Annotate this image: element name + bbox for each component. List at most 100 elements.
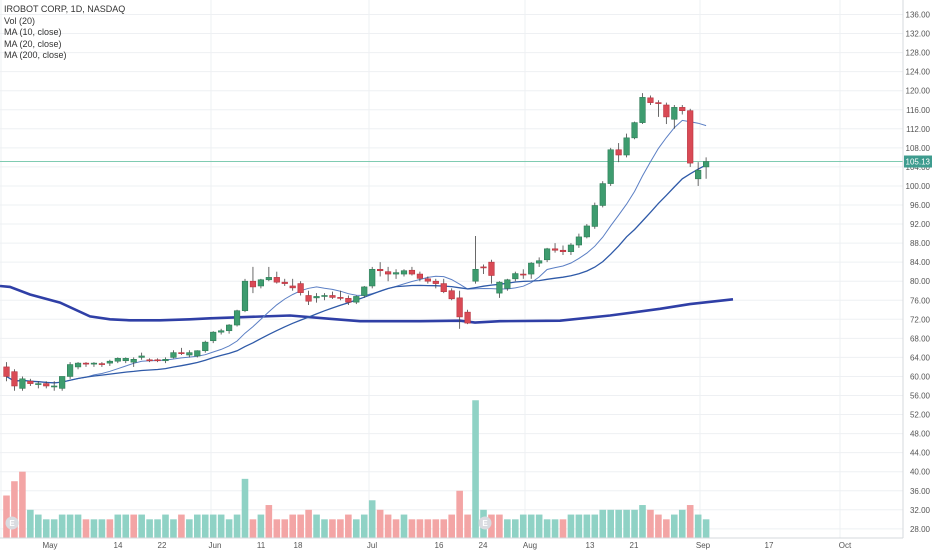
candle-body (162, 359, 169, 362)
y-tick-label: 36.00 (910, 487, 931, 496)
chart-legend: IROBOT CORP, 1D, NASDAQ Vol (20) MA (10,… (4, 4, 125, 62)
volume-bar (19, 471, 26, 538)
candle-body (599, 183, 606, 206)
candle-body (265, 277, 272, 281)
candle-body (146, 359, 153, 362)
candle-body (369, 268, 376, 287)
time-axis[interactable]: May 14 22 Jun 11 18 Jul 16 24 Aug 13 21 Sep 17 Oct (0, 537, 903, 550)
volume-bar (217, 514, 225, 538)
candle-body (3, 366, 10, 377)
y-tick-label: 32.00 (910, 506, 931, 515)
volume-bar (559, 519, 567, 538)
x-tick-label: 11 (257, 541, 266, 550)
volume-bar (400, 514, 408, 538)
y-tick-label: 68.00 (910, 334, 931, 343)
earnings-marker[interactable] (5, 516, 19, 530)
candle-body (361, 286, 368, 296)
legend-volume[interactable]: Vol (20) (4, 15, 36, 26)
volume-bar (615, 509, 622, 538)
volume-bar (416, 519, 424, 538)
volume-bar (90, 519, 98, 538)
volume-bar (496, 514, 503, 538)
volume-bar (702, 519, 710, 538)
y-tick-label: 100.00 (906, 182, 931, 191)
y-tick-label: 56.00 (910, 392, 931, 401)
volume-bar (591, 514, 599, 538)
y-tick-label: 112.00 (906, 125, 930, 134)
y-tick-label: 88.00 (910, 239, 931, 248)
candle-body (59, 376, 66, 389)
volume-bar (543, 519, 551, 538)
candle-body (480, 266, 487, 269)
volume-bar (599, 509, 607, 538)
candle-body (448, 290, 455, 300)
volume-bar (583, 514, 591, 538)
volume-bar (408, 519, 416, 538)
candle-body (281, 281, 288, 284)
candle-body (98, 363, 105, 365)
earnings-marker[interactable] (478, 516, 492, 530)
volume-bar (504, 519, 511, 538)
candle-body (106, 360, 113, 364)
x-tick-label: Oct (839, 541, 852, 550)
legend-title[interactable]: IROBOT CORP, 1D, NASDAQ (4, 4, 126, 14)
volume-bar (535, 514, 543, 538)
volume-bar (257, 514, 265, 538)
x-tick-label: 21 (630, 541, 639, 550)
candle-body (154, 359, 161, 362)
volume-bar (575, 514, 583, 538)
candle-body (43, 383, 50, 387)
volume-bar (106, 519, 114, 538)
candle-body (504, 279, 511, 289)
y-tick-label: 132.00 (906, 30, 931, 39)
chart-grid (0, 0, 903, 538)
legend-ma200[interactable]: MA (200, close) (4, 50, 67, 60)
volume-bar (74, 514, 82, 538)
volume-bar (289, 514, 296, 538)
volume-bar (194, 514, 201, 538)
y-tick-label: 48.00 (910, 430, 931, 439)
volume-bar (249, 519, 257, 538)
volume-bar (678, 509, 686, 538)
legend-ma10[interactable]: MA (10, close) (4, 27, 62, 37)
x-tick-label: Jul (367, 541, 377, 550)
candle-body (122, 358, 129, 362)
volume-bar (122, 514, 130, 538)
candle-body (647, 97, 654, 103)
candle-body (591, 205, 598, 227)
volume-bar (321, 519, 328, 538)
candle-body (289, 285, 296, 289)
candle-body (687, 110, 694, 164)
volume-bar (384, 514, 392, 538)
volume-bar (313, 514, 320, 538)
volume-bar (376, 509, 384, 538)
y-tick-label: 80.00 (910, 277, 931, 286)
candle-body (321, 295, 328, 297)
volume-bar (392, 519, 400, 538)
last-price-label: 105.13 (906, 158, 931, 167)
candle-body (257, 279, 265, 287)
candle-body (19, 378, 26, 389)
candle-body (241, 280, 249, 312)
legend-ma20[interactable]: MA (20, close) (4, 38, 62, 49)
candle-body (178, 352, 185, 354)
volume-bar (98, 519, 106, 538)
volume-bar (265, 505, 273, 538)
candle-body (130, 359, 137, 363)
volume-bar (11, 481, 18, 538)
y-tick-label: 72.00 (910, 315, 931, 324)
volume-bar (360, 514, 368, 538)
price-axis[interactable]: 28.00 32.00 36.00 40.00 44.00 48.00 52.00 56.00… (902, 0, 932, 550)
y-tick-label: 84.00 (910, 258, 931, 267)
candle-body (583, 225, 590, 238)
earnings-marker-label: E (9, 519, 15, 528)
volume-bar (631, 509, 638, 538)
x-tick-label: May (42, 541, 57, 550)
candle-body (536, 260, 543, 264)
volume-bar (337, 519, 344, 538)
candle-body (639, 97, 646, 123)
volume-bar (209, 514, 217, 538)
volume-bar (297, 514, 304, 538)
candle-body (655, 102, 662, 104)
